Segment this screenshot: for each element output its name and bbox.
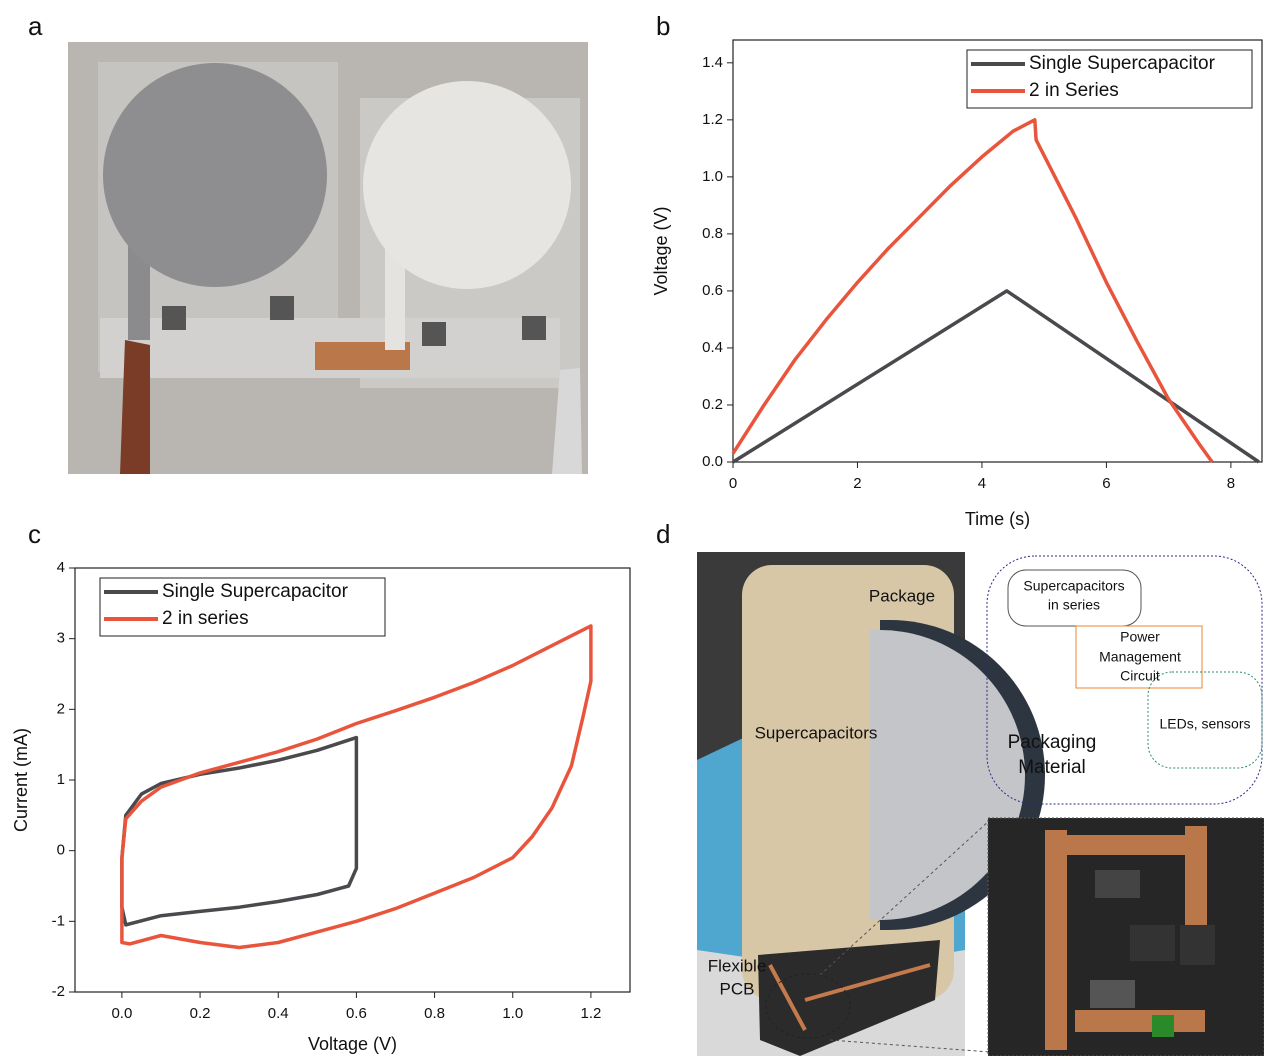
x-tick-label: 0.2 xyxy=(190,1005,211,1022)
photo-label: PCB xyxy=(720,979,755,998)
y-tick-label: 3 xyxy=(57,630,65,647)
x-axis-label: Voltage (V) xyxy=(308,1034,397,1054)
diagram-text: Supercapacitors xyxy=(1023,578,1124,594)
y-tick-label: 1.4 xyxy=(702,54,723,71)
y-tick-label: 0.4 xyxy=(702,339,723,356)
series-line xyxy=(733,291,1259,462)
y-tick-label: -1 xyxy=(52,912,65,929)
diagram-text: Power xyxy=(1120,629,1160,645)
panel-label: b xyxy=(656,11,670,41)
y-tick-label: 0 xyxy=(57,842,65,859)
x-tick-label: 0.4 xyxy=(268,1005,289,1022)
series-line xyxy=(122,738,357,925)
legend-label: 2 in Series xyxy=(1029,80,1119,101)
page: { "panel_labels": ["a", "b", "c", "d"], … xyxy=(0,0,1264,1056)
diagram-text: Management xyxy=(1099,649,1181,665)
y-tick-label: 0.6 xyxy=(702,282,723,299)
panel-label: a xyxy=(28,11,43,41)
photo-label: Flexible xyxy=(708,956,767,975)
x-tick-label: 1.0 xyxy=(502,1005,523,1022)
series-line xyxy=(733,120,1212,462)
y-tick-label: 0.0 xyxy=(702,453,723,470)
diagram-text: LEDs, sensors xyxy=(1159,716,1250,732)
y-tick-label: -2 xyxy=(52,983,65,1000)
y-tick-label: 4 xyxy=(57,559,65,576)
x-tick-label: 0.8 xyxy=(424,1005,445,1022)
panel-label: c xyxy=(28,519,41,549)
pcb-photo xyxy=(988,818,1264,1056)
x-tick-label: 4 xyxy=(978,475,986,492)
y-axis-label: Voltage (V) xyxy=(651,206,671,295)
x-tick-label: 1.2 xyxy=(580,1005,601,1022)
y-tick-label: 1 xyxy=(57,771,65,788)
legend-label: Single Supercapacitor xyxy=(1029,53,1216,74)
diagram-text: Material xyxy=(1018,757,1086,778)
diagram-text: Packaging xyxy=(1008,732,1097,753)
diagram-text: in series xyxy=(1048,597,1100,613)
y-tick-label: 2 xyxy=(57,700,65,717)
x-tick-label: 0.6 xyxy=(346,1005,367,1022)
photo-label: Supercapacitors xyxy=(755,723,878,742)
x-tick-label: 2 xyxy=(853,475,861,492)
y-tick-label: 0.8 xyxy=(702,225,723,242)
y-axis-label: Current (mA) xyxy=(11,728,31,832)
legend-label: 2 in series xyxy=(162,608,249,629)
x-tick-label: 8 xyxy=(1227,475,1235,492)
x-tick-label: 0.0 xyxy=(111,1005,132,1022)
x-tick-label: 0 xyxy=(729,475,737,492)
diagram-text: Circuit xyxy=(1120,668,1160,684)
x-tick-label: 6 xyxy=(1102,475,1110,492)
legend-label: Single Supercapacitor xyxy=(162,581,349,602)
y-tick-label: 1.2 xyxy=(702,111,723,128)
panel-label: d xyxy=(656,519,670,549)
x-axis-label: Time (s) xyxy=(965,509,1030,529)
photo-label: Package xyxy=(869,586,935,605)
figure: a b c d Package Supercapacitors F xyxy=(0,0,1264,1056)
y-tick-label: 1.0 xyxy=(702,168,723,185)
photo-a xyxy=(68,42,588,474)
y-tick-label: 0.2 xyxy=(702,396,723,413)
